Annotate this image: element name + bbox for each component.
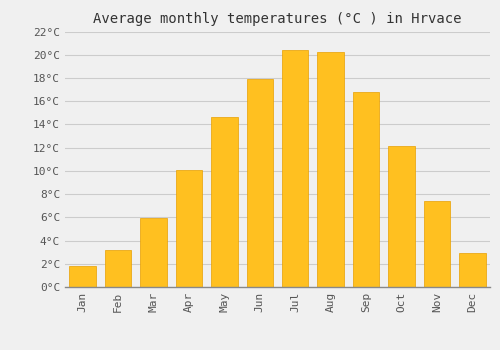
Title: Average monthly temperatures (°C ) in Hrvace: Average monthly temperatures (°C ) in Hr… — [93, 12, 462, 26]
Bar — [424, 201, 450, 287]
Bar — [388, 146, 414, 287]
Bar — [140, 218, 167, 287]
Bar — [318, 52, 344, 287]
Bar — [105, 250, 132, 287]
Bar — [176, 170, 202, 287]
Bar — [353, 92, 380, 287]
Bar — [70, 266, 96, 287]
Bar — [211, 118, 238, 287]
Bar — [459, 253, 485, 287]
Bar — [282, 50, 308, 287]
Bar — [246, 79, 273, 287]
